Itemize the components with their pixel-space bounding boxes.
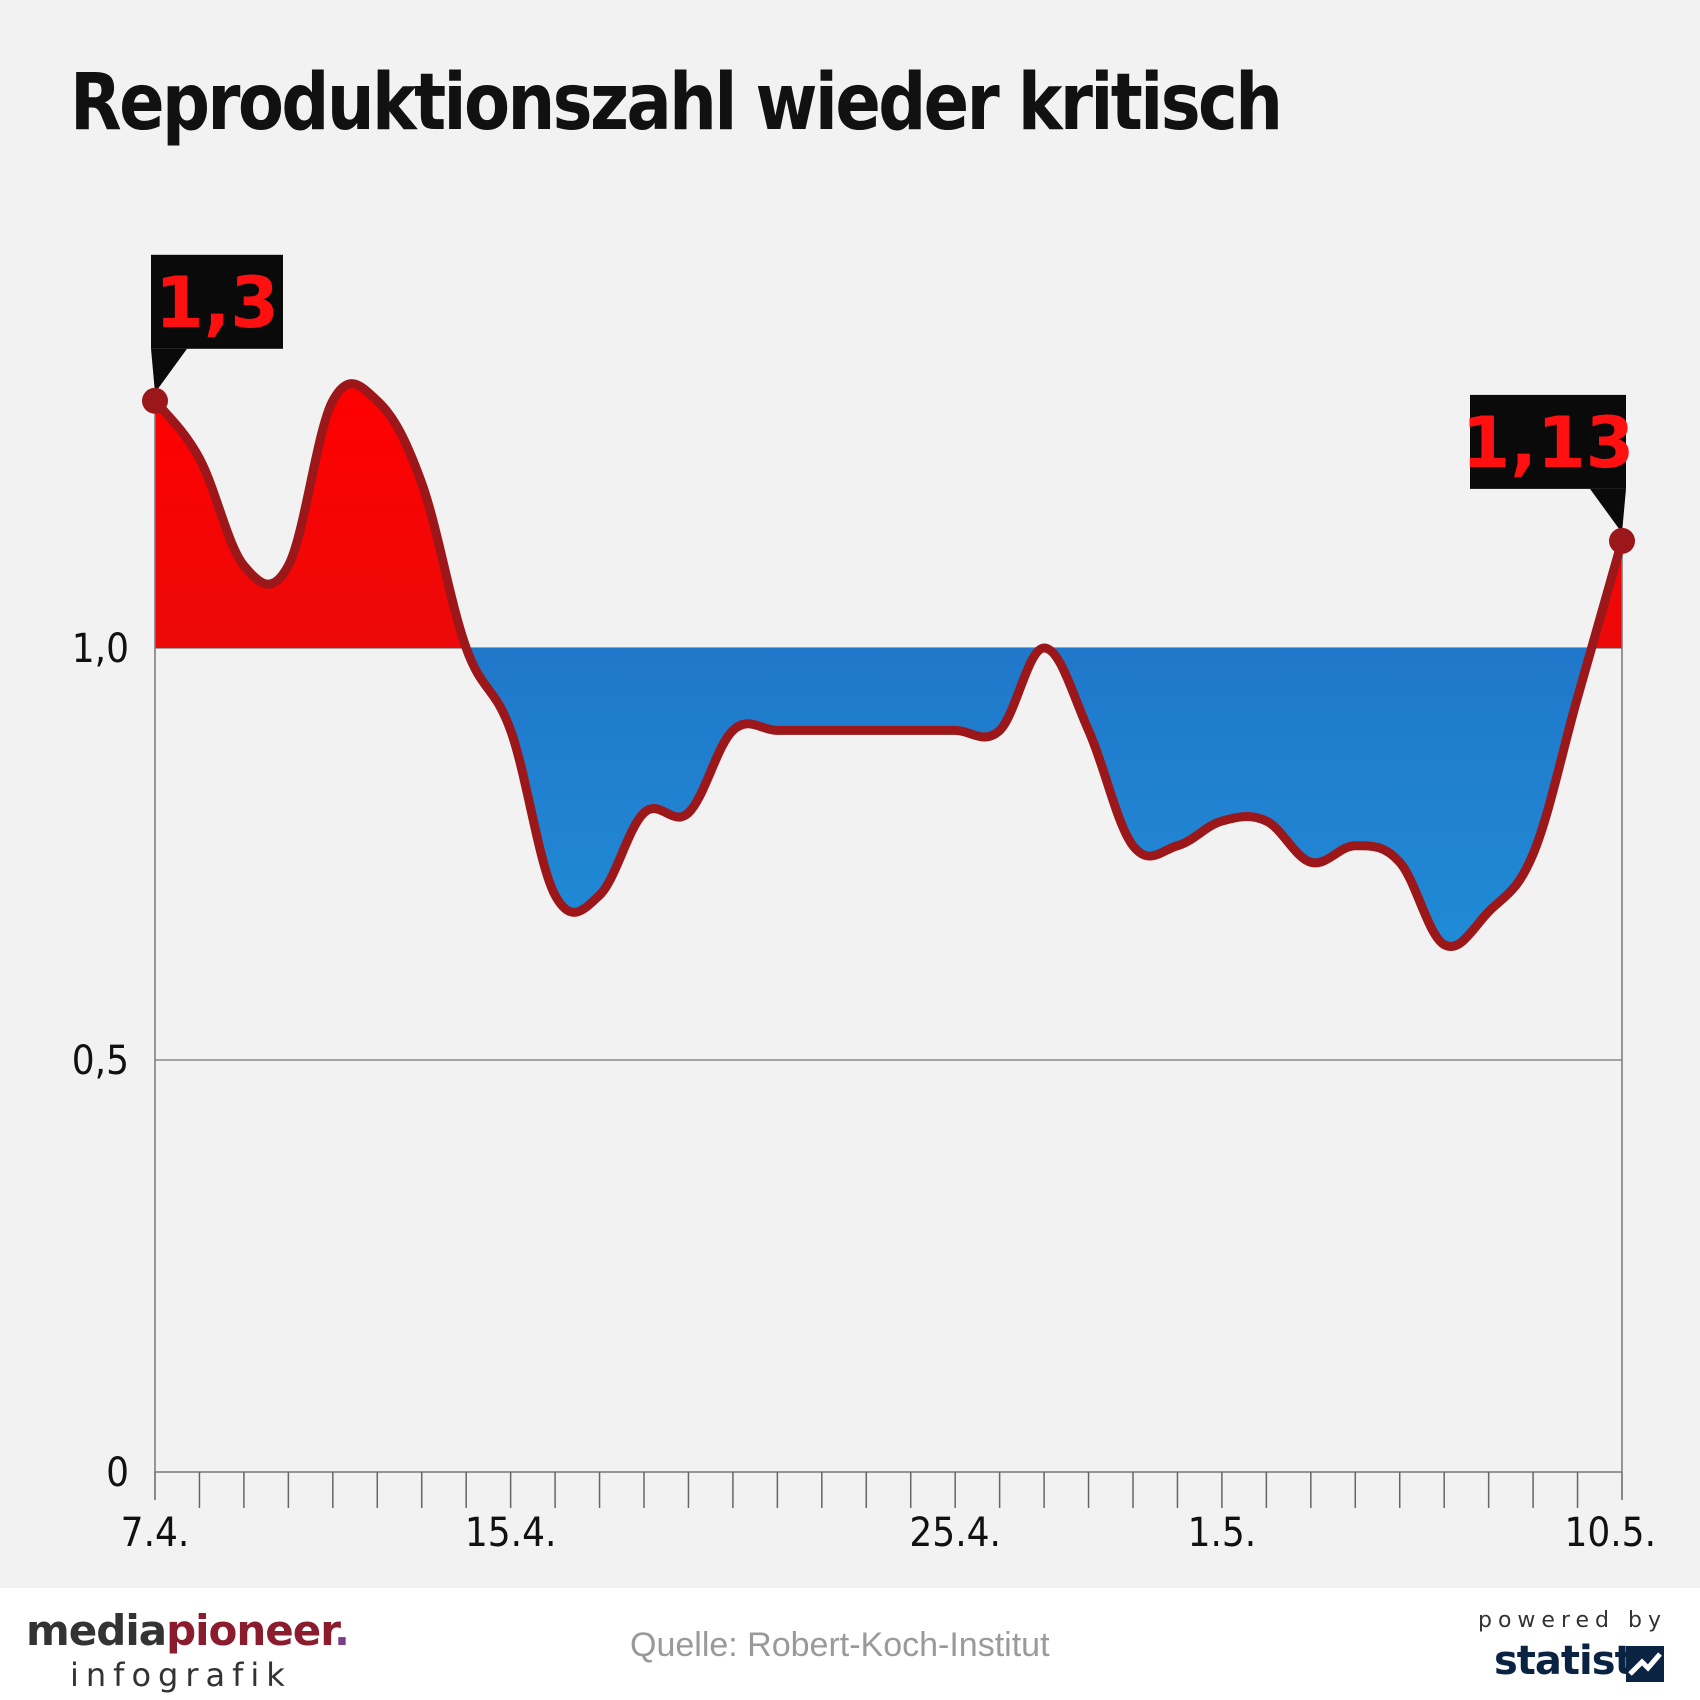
powered-by-text: powered by [1478,1608,1667,1633]
area-fills [155,383,1622,947]
callout-pointer-1 [1590,488,1626,533]
brand-part-2: pioneer [166,1606,335,1655]
axes: 0 0,5 1,0 7.4. 15.4. 25.4. 1.5. 10.5. [72,400,1656,1556]
x-tick-label-0: 7.4. [121,1510,190,1556]
chart-title: Reproduktionszahl wieder kritisch [70,58,1283,148]
y-tick-label-2: 1,0 [72,626,129,672]
area-below-threshold [155,648,1622,947]
y-tick-label-0: 0 [106,1450,129,1496]
x-tick-label-4: 10.5. [1564,1510,1656,1556]
callout-box-0 [151,254,283,349]
mediapioneer-logo: mediapioneer. [26,1606,350,1655]
brand-part-1: media [26,1606,167,1655]
brand-dot: . [333,1606,350,1655]
source-note: Quelle: Robert-Koch-Institut [630,1626,1050,1664]
series-line [150,379,1627,951]
chart-area: 0 0,5 1,0 7.4. 15.4. 25.4. 1.5. 10.5. 1,3 1,13 [72,254,1656,1556]
x-tick-label-1: 15.4. [465,1510,557,1556]
callout-dot-1 [1609,527,1635,554]
callouts: 1,3 1,13 [142,254,1635,554]
callout-box-1 [1470,394,1626,489]
callout-1: 1,13 [1462,394,1635,554]
x-tick-label-2: 25.4. [909,1510,1001,1556]
area-above-threshold [155,383,1622,648]
callout-label-0: 1,3 [155,262,279,344]
callout-dot-0 [142,387,168,414]
statista-mark-icon [1626,1646,1664,1682]
callout-pointer-0 [151,348,187,393]
x-tick-label-3: 1.5. [1188,1510,1257,1556]
callout-label-1: 1,13 [1462,402,1635,484]
footer: mediapioneer. infografik Quelle: Robert-… [0,1588,1700,1700]
callout-0: 1,3 [142,254,283,414]
y-tick-label-1: 0,5 [72,1038,129,1084]
brand-subtitle: infografik [70,1656,292,1694]
series-line-group [150,379,1627,951]
